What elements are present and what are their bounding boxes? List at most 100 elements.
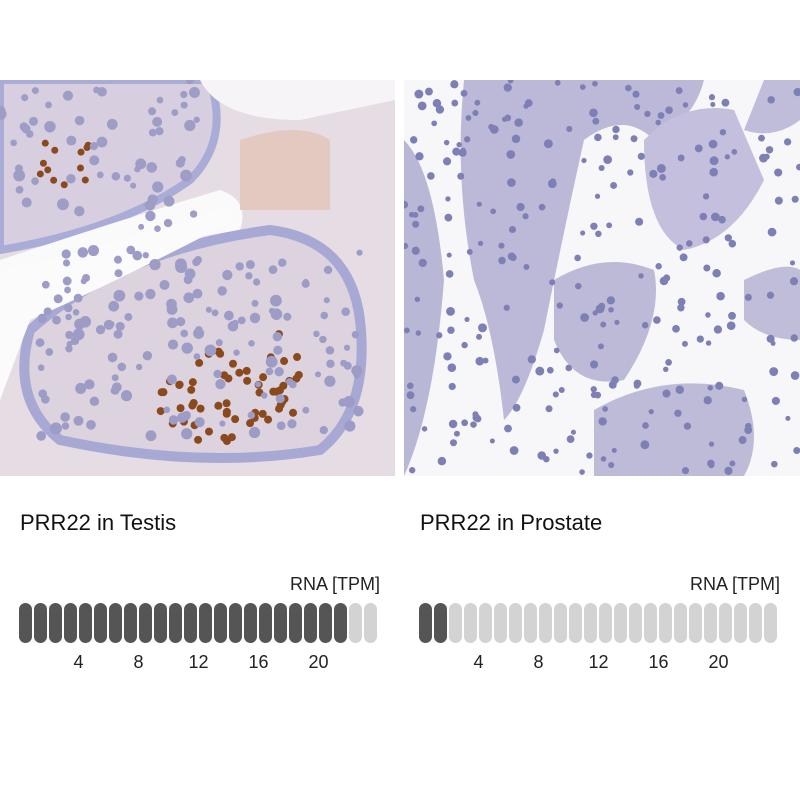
nucleus [767,227,777,237]
nucleus [507,80,514,84]
rna-bar-filled [64,603,77,643]
nucleus [774,196,783,205]
stained-nucleus [222,399,231,408]
stained-nucleus [242,366,251,375]
nucleus [472,109,479,117]
nucleus [783,138,792,146]
nucleus [87,245,100,257]
nucleus [193,353,201,360]
nucleus [665,359,672,366]
nucleus [472,413,481,422]
nucleus [89,155,100,166]
nucleus [79,316,92,328]
nucleus [273,345,283,355]
nucleus [503,83,512,92]
nucleus [456,141,462,148]
rna-tick-label: 16 [248,652,269,672]
nucleus [326,359,335,369]
nucleus [217,286,227,296]
stained-nucleus [50,176,58,184]
nucleus [612,134,619,141]
nucleus [10,139,18,147]
rna-bar-filled [34,603,47,643]
nucleus [790,334,798,342]
rna-bar-filled [319,603,332,643]
nucleus [790,371,800,380]
nucleus [247,411,255,419]
nucleus [766,334,775,343]
rna-tick-label: 4 [73,652,84,672]
nucleus [415,330,422,336]
rna-bar-empty [494,603,507,643]
stained-nucleus [188,401,197,410]
nucleus [718,215,726,224]
stained-nucleus [222,407,231,416]
nucleus [117,362,127,372]
nucleus [64,286,71,294]
nucleus [356,249,363,256]
nucleus [73,415,84,426]
nucleus [130,182,137,189]
nucleus [414,89,424,99]
nucleus [445,196,451,202]
nucleus [268,265,278,274]
rna-bar-filled [259,603,272,643]
nucleus [73,293,83,303]
nucleus [633,382,640,389]
rna-bar-empty [614,603,627,643]
nucleus [181,428,193,440]
stained-nucleus [294,370,303,379]
stained-nucleus [214,347,223,356]
nucleus [446,252,452,258]
nucleus [159,279,170,290]
nucleus [213,369,222,379]
nucleus [683,422,692,430]
nucleus [253,278,261,286]
nucleus [708,94,716,101]
nucleus [453,430,460,437]
nucleus [663,366,669,373]
nucleus [351,330,360,339]
stained-nucleus [194,435,203,444]
rna-bar-empty [479,603,492,643]
nucleus [675,385,684,394]
nucleus [503,304,510,311]
nucleus [507,178,516,187]
nucleus [319,425,328,435]
nucleus [478,323,487,333]
nucleus [527,355,536,364]
nucleus [450,80,459,89]
nucleus [107,352,118,363]
nucleus [665,106,673,115]
nucleus [514,118,523,127]
nucleus [728,311,736,320]
nucleus [275,394,285,404]
nucleus [681,340,688,347]
nucleus [677,304,685,312]
nucleus [276,421,286,431]
stained-nucleus [220,371,229,380]
nucleus [181,342,193,354]
nucleus [154,225,161,233]
prostate-tissue-image [404,80,800,476]
nucleus [713,325,723,334]
nucleus [674,409,682,417]
stained-nucleus [246,419,255,428]
nucleus [189,86,200,98]
nucleus [498,256,506,265]
nucleus [642,422,649,429]
rna-bar-filled [334,603,347,643]
testis-histology-picture [0,80,395,476]
nucleus [180,101,188,109]
nucleus [791,195,799,203]
nucleus [703,396,712,405]
nucleus [147,194,158,205]
nucleus [507,252,516,261]
nucleus [594,193,601,199]
nucleus [705,312,711,318]
nucleus [302,406,310,414]
stained-nucleus [280,357,289,366]
nucleus [547,179,557,189]
nucleus [325,346,335,355]
nucleus [124,313,133,321]
